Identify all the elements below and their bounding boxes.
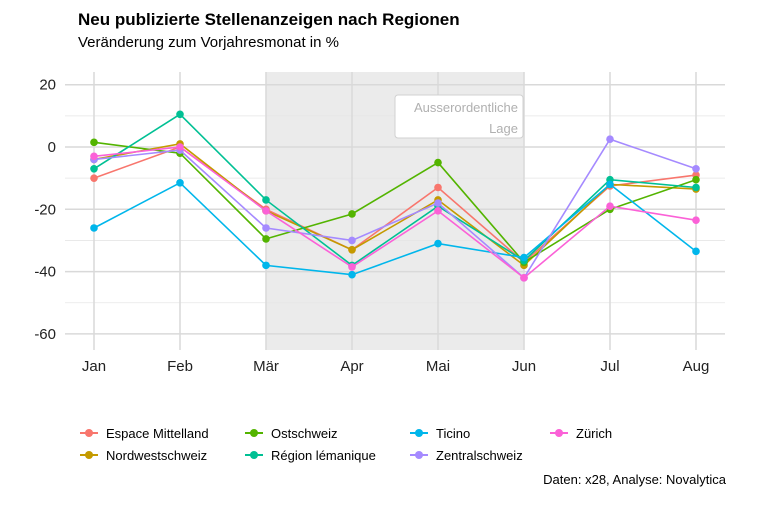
data-point (262, 224, 270, 232)
line-chart: 20 0 -20 -40 -60 Jan Feb Mär Apr Mai Jun Jul Aug Auss… (34, 72, 725, 375)
x-tick-label: Apr (340, 358, 363, 375)
data-point (692, 175, 700, 184)
y-tick-label: 20 (39, 77, 56, 94)
legend-label: Espace Mittelland (106, 425, 209, 441)
legend-key (78, 449, 100, 461)
legend-label: Zentralschweiz (436, 447, 523, 463)
data-point (262, 207, 270, 215)
data-point (434, 183, 442, 192)
data-point (90, 224, 98, 232)
data-point (176, 110, 184, 119)
y-tick-label: -20 (34, 201, 56, 218)
data-point (348, 245, 356, 254)
legend-item: Zentralschweiz (408, 444, 548, 466)
x-tick-label: Jun (512, 358, 536, 375)
series-line (93, 181, 697, 276)
series-line (93, 138, 697, 280)
legend-item: Ticino (408, 422, 548, 444)
series-line (93, 143, 697, 267)
legend-key (243, 427, 265, 439)
data-point (606, 135, 614, 144)
legend-key (548, 427, 570, 439)
legend-label: Ticino (436, 425, 471, 441)
data-point (520, 274, 528, 282)
legend-key (78, 427, 100, 439)
annotation-text: Ausserordentliche (414, 100, 518, 115)
legend-key (408, 427, 430, 439)
legend: Espace Mittelland Nordwestschweiz Ostschwe… (78, 422, 668, 466)
legend-item: Nordwestschweiz (78, 444, 243, 466)
data-point (90, 138, 98, 147)
data-point (348, 263, 356, 271)
series-line (93, 113, 697, 267)
data-point (692, 183, 700, 192)
legend-item: Région lémanique (243, 444, 408, 466)
legend-label: Région lémanique (271, 447, 376, 463)
legend-label: Zürich (576, 425, 613, 441)
annotation-text: Lage (489, 121, 518, 136)
data-point (176, 143, 184, 151)
data-point (348, 270, 356, 279)
legend-key (408, 449, 430, 461)
legend-label: Nordwestschweiz (106, 447, 208, 463)
data-point (692, 247, 700, 256)
data-point (692, 165, 700, 173)
data-point (348, 236, 356, 245)
annotation-box (394, 94, 524, 139)
x-tick-label: Mai (426, 358, 450, 375)
data-point (434, 158, 442, 167)
data-point (90, 152, 98, 161)
data-point (262, 196, 270, 204)
legend-label: Ostschweiz (271, 425, 338, 441)
data-point (434, 239, 442, 248)
x-tick-label: Feb (167, 358, 193, 375)
x-tick-label: Jul (600, 358, 619, 375)
legend-item: Espace Mittelland (78, 422, 243, 444)
caption: Daten: x28, Analyse: Novalytica (543, 472, 726, 487)
data-point (520, 253, 528, 262)
data-point (90, 174, 98, 182)
data-point (262, 235, 270, 243)
x-tick-label: Jan (82, 358, 106, 375)
data-point (692, 216, 700, 225)
legend-item: Zürich (548, 422, 668, 444)
data-point (176, 179, 184, 187)
y-tick-label: -60 (34, 326, 56, 343)
x-tick-label: Aug (683, 358, 710, 375)
data-point (606, 180, 614, 189)
y-tick-label: 0 (48, 139, 56, 156)
data-point (348, 210, 356, 218)
x-tick-label: Mär (253, 358, 279, 375)
data-point (606, 202, 614, 210)
chart-subtitle: Veränderung zum Vorjahresmonat in % (78, 34, 339, 51)
y-tick-label: -40 (34, 264, 56, 281)
series-line (93, 146, 697, 279)
chart-title: Neu publizierte Stellenanzeigen nach Reg… (78, 10, 460, 29)
legend-key (243, 449, 265, 461)
data-point (90, 165, 98, 173)
data-point (262, 261, 270, 270)
legend-item: Ostschweiz (243, 422, 408, 444)
data-point (434, 199, 442, 207)
data-point (434, 207, 442, 215)
